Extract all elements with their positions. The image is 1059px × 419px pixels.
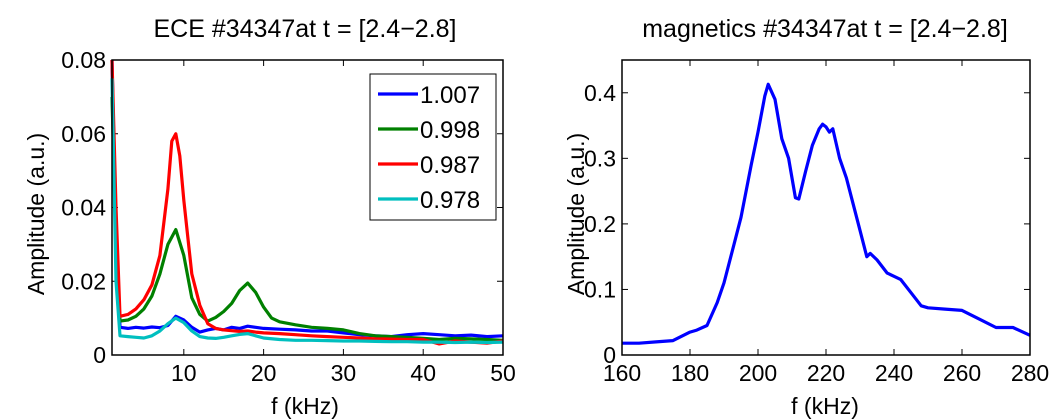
magnetics-x-tick-label: 220 xyxy=(807,360,845,386)
ece-y-tick-label: 0 xyxy=(93,342,106,368)
ece-legend-label: 1.007 xyxy=(420,82,480,109)
magnetics-x-tick-label: 240 xyxy=(875,360,913,386)
ece-x-tick-label: 30 xyxy=(331,360,357,386)
ece-y-axis-label: Amplitude (a.u.) xyxy=(23,133,49,295)
magnetics-plot-frame xyxy=(621,59,1031,356)
ece-chart-title: ECE #34347at t = [2.4−2.8] xyxy=(153,15,456,43)
ece-spectrum-chart: ECE #34347at t = [2.4−2.8] f (kHz) Ampli… xyxy=(23,15,516,419)
ece-x-axis-label: f (kHz) xyxy=(271,393,339,419)
magnetics-x-tick-label: 160 xyxy=(603,360,641,386)
ece-series-line-1.007 xyxy=(110,59,504,339)
ece-x-tick-label: 10 xyxy=(171,360,197,386)
magnetics-y-tick-label: 0.3 xyxy=(584,145,616,171)
magnetics-y-tick-label: 0.1 xyxy=(584,276,616,302)
ece-y-tick-label: 0.08 xyxy=(61,47,106,73)
ece-x-tick-label: 40 xyxy=(410,360,436,386)
ece-legend: 1.007 0.998 0.987 0.978 xyxy=(369,73,497,221)
ece-x-tick-label: 20 xyxy=(251,360,277,386)
ece-y-tick-label: 0.04 xyxy=(61,195,106,221)
ece-lines xyxy=(110,59,504,346)
magnetics-x-tick-label: 280 xyxy=(1011,360,1049,386)
ece-series-line-0.998 xyxy=(110,96,504,342)
ece-y-tick-label: 0.02 xyxy=(61,268,106,294)
ece-x-tick-label: 50 xyxy=(490,360,516,386)
ece-legend-box xyxy=(369,73,497,221)
magnetics-x-tick-label: 260 xyxy=(943,360,981,386)
ece-legend-label: 0.978 xyxy=(420,187,480,214)
magnetics-x-tick-label: 200 xyxy=(739,360,777,386)
magnetics-ticks: 160 180 200 220 240 260 280 0 0.1 0.2 0.3 0.4 xyxy=(584,60,1049,386)
ece-legend-label: 0.998 xyxy=(420,117,480,144)
ece-plot-frame xyxy=(111,59,504,356)
ece-series-line-0.978 xyxy=(110,78,504,345)
ece-y-tick-label: 0.06 xyxy=(61,121,106,147)
magnetics-chart-title: magnetics #34347at t = [2.4−2.8] xyxy=(642,15,1008,43)
magnetics-y-tick-label: 0 xyxy=(603,342,616,368)
magnetics-y-axis-label: Amplitude (a.u.) xyxy=(563,133,589,295)
magnetics-lines xyxy=(622,82,1031,345)
magnetics-series-line-0 xyxy=(622,82,1031,345)
ece-series-line-0.987 xyxy=(110,59,504,346)
magnetics-spectrum-chart: magnetics #34347at t = [2.4−2.8] f (kHz)… xyxy=(563,15,1049,419)
magnetics-y-tick-label: 0.2 xyxy=(584,211,616,237)
ece-legend-label: 0.987 xyxy=(420,152,480,179)
magnetics-y-tick-label: 0.4 xyxy=(584,80,616,106)
magnetics-x-axis-label: f (kHz) xyxy=(791,393,859,419)
ece-ticks: 10 20 30 40 50 0 0.02 0.04 0.06 0.08 xyxy=(61,47,516,386)
magnetics-x-tick-label: 180 xyxy=(671,360,709,386)
